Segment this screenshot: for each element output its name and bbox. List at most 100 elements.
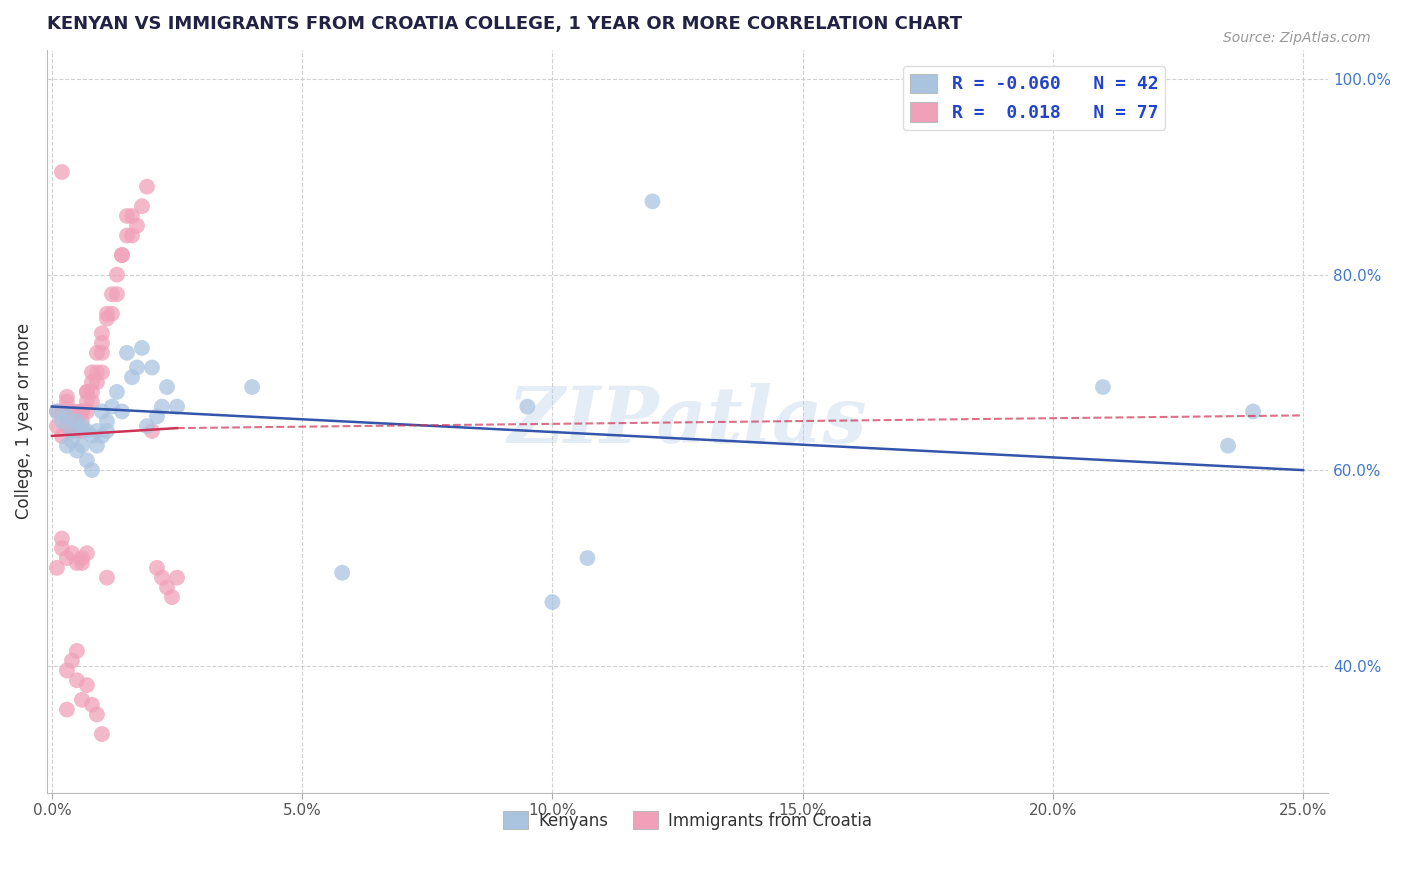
Point [70, 424, 93, 438]
Point [51, 404, 73, 418]
Point [66, 419, 89, 434]
Point [166, 400, 188, 414]
Point [66, 556, 89, 570]
Point [45, 404, 67, 418]
Point [51, 165, 73, 179]
Point [86, 707, 108, 722]
Point [131, 341, 153, 355]
Point [56, 409, 79, 424]
Point [96, 414, 118, 428]
Point [80, 384, 103, 399]
Point [60, 546, 83, 560]
Point [86, 365, 108, 379]
Point [60, 409, 83, 424]
Point [66, 409, 89, 424]
Point [51, 541, 73, 556]
Point [91, 429, 114, 443]
Point [121, 209, 143, 223]
Point [51, 414, 73, 428]
Point [56, 419, 79, 434]
Point [105, 287, 128, 301]
Point [60, 424, 83, 438]
Point [60, 434, 83, 448]
Point [70, 551, 93, 566]
Point [76, 453, 98, 467]
Point [1241, 404, 1264, 418]
Point [60, 404, 83, 418]
Point [150, 571, 173, 585]
Point [60, 419, 83, 434]
Y-axis label: College, 1 year or more: College, 1 year or more [15, 323, 32, 519]
Point [125, 360, 148, 375]
Point [166, 571, 188, 585]
Point [86, 424, 108, 438]
Point [80, 429, 103, 443]
Point [91, 326, 114, 341]
Point [66, 673, 89, 688]
Point [641, 194, 664, 209]
Point [96, 571, 118, 585]
Point [56, 664, 79, 678]
Point [156, 380, 179, 394]
Point [576, 551, 599, 566]
Point [76, 424, 98, 438]
Point [101, 287, 124, 301]
Point [121, 370, 143, 384]
Point [146, 561, 169, 575]
Point [111, 404, 134, 418]
Point [80, 463, 103, 477]
Point [516, 400, 538, 414]
Point [45, 419, 67, 434]
Point [76, 404, 98, 418]
Point [60, 654, 83, 668]
Point [66, 443, 89, 458]
Point [51, 429, 73, 443]
Point [45, 404, 67, 418]
Point [86, 346, 108, 360]
Point [91, 727, 114, 741]
Point [150, 400, 173, 414]
Point [60, 424, 83, 438]
Point [70, 404, 93, 418]
Point [115, 228, 138, 243]
Point [66, 644, 89, 658]
Point [156, 581, 179, 595]
Point [121, 228, 143, 243]
Point [1216, 439, 1239, 453]
Point [56, 551, 79, 566]
Point [56, 394, 79, 409]
Point [141, 360, 163, 375]
Point [76, 394, 98, 409]
Point [136, 419, 159, 434]
Point [66, 424, 89, 438]
Point [80, 375, 103, 389]
Point [80, 394, 103, 409]
Point [56, 702, 79, 716]
Point [96, 424, 118, 438]
Point [101, 307, 124, 321]
Point [91, 365, 114, 379]
Legend: Kenyans, Immigrants from Croatia: Kenyans, Immigrants from Croatia [496, 805, 879, 837]
Point [91, 404, 114, 418]
Point [70, 419, 93, 434]
Point [66, 404, 89, 418]
Point [115, 346, 138, 360]
Point [160, 590, 183, 604]
Point [96, 311, 118, 326]
Point [86, 375, 108, 389]
Point [56, 439, 79, 453]
Point [51, 532, 73, 546]
Point [66, 414, 89, 428]
Point [86, 439, 108, 453]
Point [111, 248, 134, 262]
Point [56, 409, 79, 424]
Point [105, 384, 128, 399]
Point [76, 384, 98, 399]
Point [45, 561, 67, 575]
Point [91, 336, 114, 351]
Point [1091, 380, 1114, 394]
Point [70, 556, 93, 570]
Point [131, 199, 153, 213]
Point [70, 439, 93, 453]
Text: KENYAN VS IMMIGRANTS FROM CROATIA COLLEGE, 1 YEAR OR MORE CORRELATION CHART: KENYAN VS IMMIGRANTS FROM CROATIA COLLEG… [46, 15, 962, 33]
